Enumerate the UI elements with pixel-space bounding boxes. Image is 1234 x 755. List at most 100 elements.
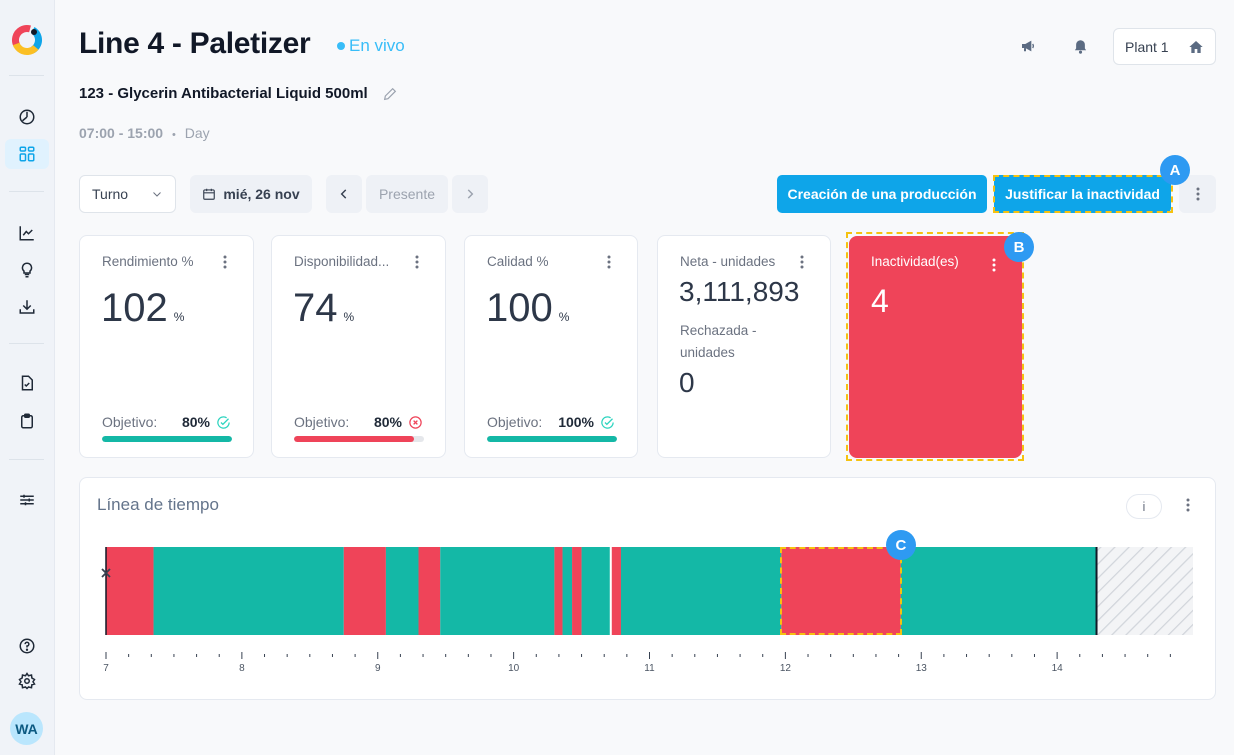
justify-inactivity-button[interactable]: Justificar la inactividad (994, 175, 1171, 213)
pencil-icon[interactable] (382, 86, 398, 102)
sidebar-item-settings[interactable] (12, 666, 42, 696)
user-avatar[interactable]: WA (10, 712, 43, 745)
shift-info: 07:00 - 15:00 • Day (79, 125, 210, 141)
present-button[interactable]: Presente (366, 175, 448, 213)
chevron-right-icon (467, 189, 474, 199)
bell-icon (1074, 39, 1086, 54)
value-unit: % (343, 310, 355, 324)
net-units-value: 3,111,893 (679, 276, 800, 307)
timeline-segment-stopped[interactable] (572, 547, 582, 635)
chevron-left-icon (340, 189, 347, 199)
net-units-label: Neta - unidades (680, 254, 776, 269)
timeline-segment-stopped[interactable] (106, 547, 154, 635)
notifications-button[interactable] (1070, 36, 1090, 56)
timeline-menu-button[interactable] (1180, 494, 1196, 516)
plant-label: Plant 1 (1125, 38, 1169, 55)
rejected-label-line2: unidades (680, 345, 735, 360)
sidebar: WA (0, 0, 55, 755)
progress-fill (294, 436, 414, 442)
objective-progress-bar (294, 436, 424, 442)
chart-icon (19, 226, 34, 241)
objective-row: Objetivo: 80% (102, 414, 231, 430)
timeline-segment-stopped[interactable] (418, 547, 441, 635)
timeline-segment-running[interactable] (581, 547, 611, 635)
timeline-segment-running[interactable] (440, 547, 555, 635)
sidebar-item-help[interactable] (12, 631, 42, 661)
create-production-button[interactable]: Creación de una producción (777, 175, 987, 213)
check-circle-icon (601, 415, 614, 429)
date-picker-button[interactable]: mié, 26 nov (190, 175, 312, 213)
sidebar-item-dashboard[interactable] (12, 102, 42, 132)
more-actions-button[interactable] (1179, 175, 1216, 213)
sidebar-item-configuration[interactable] (12, 485, 42, 515)
card-value: 4 (871, 283, 889, 319)
tick-label: 7 (103, 663, 109, 674)
card-menu-button[interactable] (409, 252, 425, 272)
objective-progress-bar (487, 436, 617, 442)
timeline-segment-stopped[interactable] (781, 547, 901, 635)
app-logo-icon[interactable] (11, 24, 43, 56)
kebab-icon (1186, 498, 1190, 512)
grid-icon (19, 146, 35, 162)
value-unit: % (558, 310, 570, 324)
sidebar-item-lines[interactable] (5, 139, 49, 169)
card-menu-button[interactable] (217, 252, 233, 272)
value-number: 74 (293, 286, 338, 330)
sidebar-item-analytics[interactable] (12, 218, 42, 248)
timeline-segment-running[interactable] (562, 547, 573, 635)
product-info: 123 - Glycerin Antibacterial Liquid 500m… (79, 85, 398, 102)
timeline-segment-running[interactable] (385, 547, 419, 635)
value-number: 100 (486, 286, 553, 330)
card-menu-button[interactable] (794, 252, 810, 272)
megaphone-icon (1022, 40, 1034, 52)
sidebar-divider (9, 459, 44, 460)
plant-selector[interactable]: Plant 1 (1113, 28, 1216, 65)
kebab-icon (800, 255, 804, 269)
home-icon (1189, 40, 1203, 53)
sidebar-divider (9, 191, 44, 192)
sidebar-item-insights[interactable] (12, 255, 42, 285)
timeline-segment-running[interactable] (900, 547, 1097, 635)
previous-button[interactable] (326, 175, 362, 213)
page-title: Line 4 - Paletizer (79, 27, 311, 60)
timeline-segment-running[interactable] (620, 547, 782, 635)
sidebar-item-reports[interactable] (12, 368, 42, 398)
sidebar-item-checklists[interactable] (12, 406, 42, 436)
timeline-panel: Línea de tiempo i 7 8 9 10 11 12 13 14 C (79, 477, 1216, 700)
kebab-icon (415, 255, 419, 269)
announcements-button[interactable] (1018, 36, 1038, 56)
timeline-segment-future[interactable] (1096, 547, 1193, 635)
card-menu-button[interactable] (601, 252, 617, 272)
rejected-units-value: 0 (679, 367, 695, 398)
next-button[interactable] (452, 175, 488, 213)
value-number: 102 (101, 286, 168, 330)
tick-label: 9 (375, 663, 381, 674)
card-label: Disponibilidad... (294, 254, 390, 269)
timeline-segment-stopped[interactable] (554, 547, 563, 635)
live-label: En vivo (349, 36, 405, 55)
info-button[interactable]: i (1126, 494, 1162, 519)
inactividad-card[interactable]: Inactividad(es) 4 (849, 236, 1022, 458)
objective-value: 80% (373, 414, 402, 430)
product-name: 123 - Glycerin Antibacterial Liquid 500m… (79, 85, 368, 102)
card-value: 74% (293, 286, 354, 331)
sidebar-item-download[interactable] (12, 292, 42, 322)
live-dot-icon (337, 42, 345, 50)
card-label: Rendimiento % (102, 254, 194, 269)
timeline-segment-stopped[interactable] (611, 547, 621, 635)
card-label: Inactividad(es) (871, 254, 959, 269)
objective-row: Objetivo: 100% (487, 414, 615, 430)
help-icon (19, 638, 35, 654)
kebab-icon (607, 255, 611, 269)
download-icon (19, 300, 35, 314)
timeline-segment-running[interactable] (153, 547, 344, 635)
calendar-icon (203, 188, 216, 200)
timeline-segment-stopped[interactable] (343, 547, 386, 635)
period-select[interactable]: Turno (79, 175, 176, 213)
annotation-badge-a: A (1160, 155, 1190, 185)
tick-label: 13 (916, 663, 928, 674)
rejected-label-line1: Rechazada - (680, 323, 757, 338)
clipboard-icon (21, 413, 33, 429)
card-menu-button[interactable] (986, 255, 1002, 275)
kebab-icon (992, 258, 996, 272)
